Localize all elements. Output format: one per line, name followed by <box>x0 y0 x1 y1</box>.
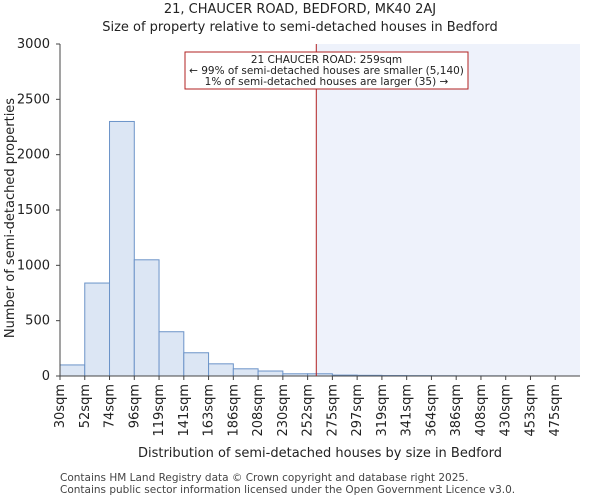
x-tick-label: 341sqm <box>400 384 415 437</box>
annotation-line: 1% of semi-detached houses are larger (3… <box>205 76 449 88</box>
x-axis-title: Distribution of semi-detached houses by … <box>138 446 502 461</box>
x-tick-label: 74sqm <box>103 384 118 428</box>
x-tick-label: 275sqm <box>325 384 340 437</box>
y-tick-label: 500 <box>25 314 50 329</box>
x-tick-label: 408sqm <box>474 384 489 437</box>
chart-title: 21, CHAUCER ROAD, BEDFORD, MK40 2AJ <box>163 2 437 17</box>
footer-line-2: Contains public sector information licen… <box>60 484 516 496</box>
x-tick-label: 208sqm <box>251 384 266 437</box>
histogram-bar <box>183 352 210 377</box>
annotation-box <box>184 51 469 90</box>
histogram-bar <box>208 363 234 377</box>
x-tick-label: 252sqm <box>301 384 316 437</box>
x-tick-label: 163sqm <box>202 384 217 437</box>
x-tick-label: 96sqm <box>127 384 142 428</box>
x-tick-label: 30sqm <box>53 384 68 428</box>
x-tick-label: 119sqm <box>152 384 167 437</box>
x-tick-label: 475sqm <box>548 384 563 437</box>
x-tick-label: 186sqm <box>226 384 241 437</box>
x-tick-label: 453sqm <box>523 384 538 437</box>
histogram-bar <box>257 370 284 377</box>
histogram-chart: 21 CHAUCER ROAD: 259sqm← 99% of semi-det… <box>3 37 580 461</box>
x-tick-label: 230sqm <box>276 384 291 437</box>
histogram-bar <box>59 364 86 377</box>
x-tick-label: 364sqm <box>424 384 439 437</box>
larger-region-shade <box>316 44 580 376</box>
y-tick-label: 3000 <box>17 37 50 52</box>
histogram-bar <box>133 259 160 377</box>
x-tick-label: 52sqm <box>78 384 93 428</box>
x-tick-label: 297sqm <box>350 384 365 437</box>
histogram-bar <box>158 331 185 377</box>
histogram-bar <box>109 120 135 377</box>
y-tick-label: 0 <box>42 369 50 384</box>
y-tick-label: 1000 <box>17 258 50 273</box>
y-tick-label: 2500 <box>17 92 50 107</box>
histogram-bar <box>232 368 259 377</box>
y-tick-label: 1500 <box>17 203 50 218</box>
footer-line-1: Contains HM Land Registry data © Crown c… <box>60 472 469 484</box>
x-tick-label: 141sqm <box>177 384 192 437</box>
histogram-bar <box>84 282 111 377</box>
y-tick-label: 2000 <box>17 148 50 163</box>
y-axis-title: Number of semi-detached properties <box>3 98 18 338</box>
annotation-line: ← 99% of semi-detached houses are smalle… <box>189 65 464 77</box>
x-tick-label: 319sqm <box>375 384 390 437</box>
annotation-line: 21 CHAUCER ROAD: 259sqm <box>251 54 402 66</box>
chart-subtitle: Size of property relative to semi-detach… <box>102 20 498 35</box>
x-tick-label: 386sqm <box>449 384 464 437</box>
x-tick-label: 430sqm <box>499 384 514 437</box>
